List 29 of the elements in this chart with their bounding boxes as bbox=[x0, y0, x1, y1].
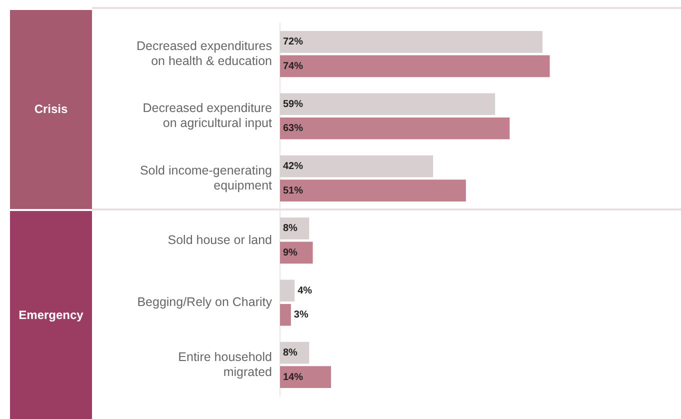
y-tick-label: Decreased expenditure on agricultural input bbox=[142, 101, 273, 130]
data-label: 8% bbox=[283, 223, 298, 234]
y-tick-label: Entire household migrated bbox=[178, 350, 272, 379]
data-label: 72% bbox=[283, 36, 304, 48]
data-label: 9% bbox=[283, 247, 298, 258]
bar bbox=[280, 31, 542, 53]
data-label: 8% bbox=[283, 348, 298, 359]
text: Emergency bbox=[10, 210, 92, 419]
data-label: 59% bbox=[283, 98, 304, 110]
text: Crisis bbox=[10, 10, 92, 208]
data-label: 42% bbox=[283, 161, 304, 172]
bar bbox=[280, 180, 466, 202]
bar bbox=[280, 366, 332, 388]
bar bbox=[280, 304, 291, 326]
data-label: 63% bbox=[283, 123, 304, 134]
data-label: 74% bbox=[283, 60, 304, 72]
bar bbox=[280, 117, 510, 140]
y-tick-label: Sold house or land bbox=[168, 233, 272, 248]
data-label: 3% bbox=[294, 310, 308, 321]
bar bbox=[280, 280, 295, 302]
data-label: 51% bbox=[283, 185, 304, 196]
data-label: 4% bbox=[298, 285, 312, 296]
bar bbox=[280, 93, 496, 116]
bar bbox=[280, 55, 550, 78]
y-tick-label: Decreased expenditures on health & education bbox=[136, 39, 272, 68]
bar bbox=[280, 155, 434, 178]
y-tick-label: Sold income-generating equipment bbox=[140, 163, 273, 192]
y-tick-label: Begging/Rely on Charity bbox=[137, 295, 273, 310]
data-label: 14% bbox=[283, 372, 304, 383]
